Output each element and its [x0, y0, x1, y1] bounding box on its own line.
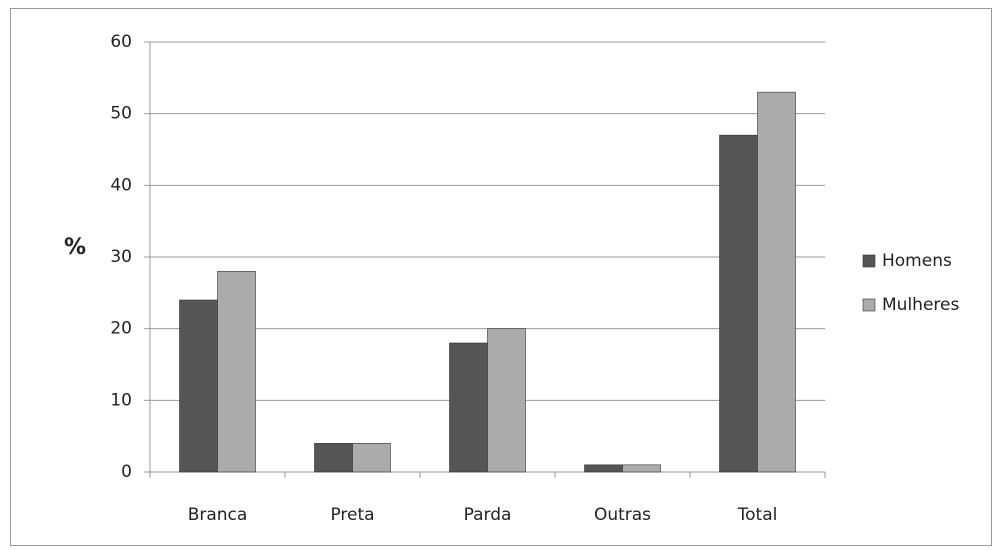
bar — [217, 271, 256, 473]
y-axis-label: % — [64, 235, 86, 260]
x-tick-label: Preta — [330, 505, 374, 525]
y-tick-label: 10 — [110, 390, 132, 410]
y-tick-label: 40 — [110, 175, 132, 195]
bar — [622, 464, 661, 473]
legend-label: Mulheres — [882, 295, 959, 315]
bar — [719, 134, 758, 473]
bar — [314, 443, 353, 473]
bar — [487, 328, 526, 473]
y-tick-label: 0 — [121, 462, 132, 482]
x-tick-label: Outras — [594, 505, 651, 525]
legend-label: Homens — [882, 251, 952, 271]
bar — [449, 342, 488, 473]
y-tick-label: 20 — [110, 319, 132, 339]
legend-swatch — [862, 298, 876, 312]
legend-swatch — [862, 254, 876, 268]
x-tick-label: Branca — [188, 505, 248, 525]
y-tick-label: 30 — [110, 247, 132, 267]
bar — [584, 464, 623, 473]
x-tick-label: Parda — [464, 505, 512, 525]
x-tick-label: Total — [737, 505, 778, 525]
bar — [757, 91, 796, 473]
y-tick-label: 50 — [110, 104, 132, 124]
bar — [352, 443, 391, 473]
y-tick-label: 60 — [110, 32, 132, 52]
bar — [179, 299, 218, 473]
